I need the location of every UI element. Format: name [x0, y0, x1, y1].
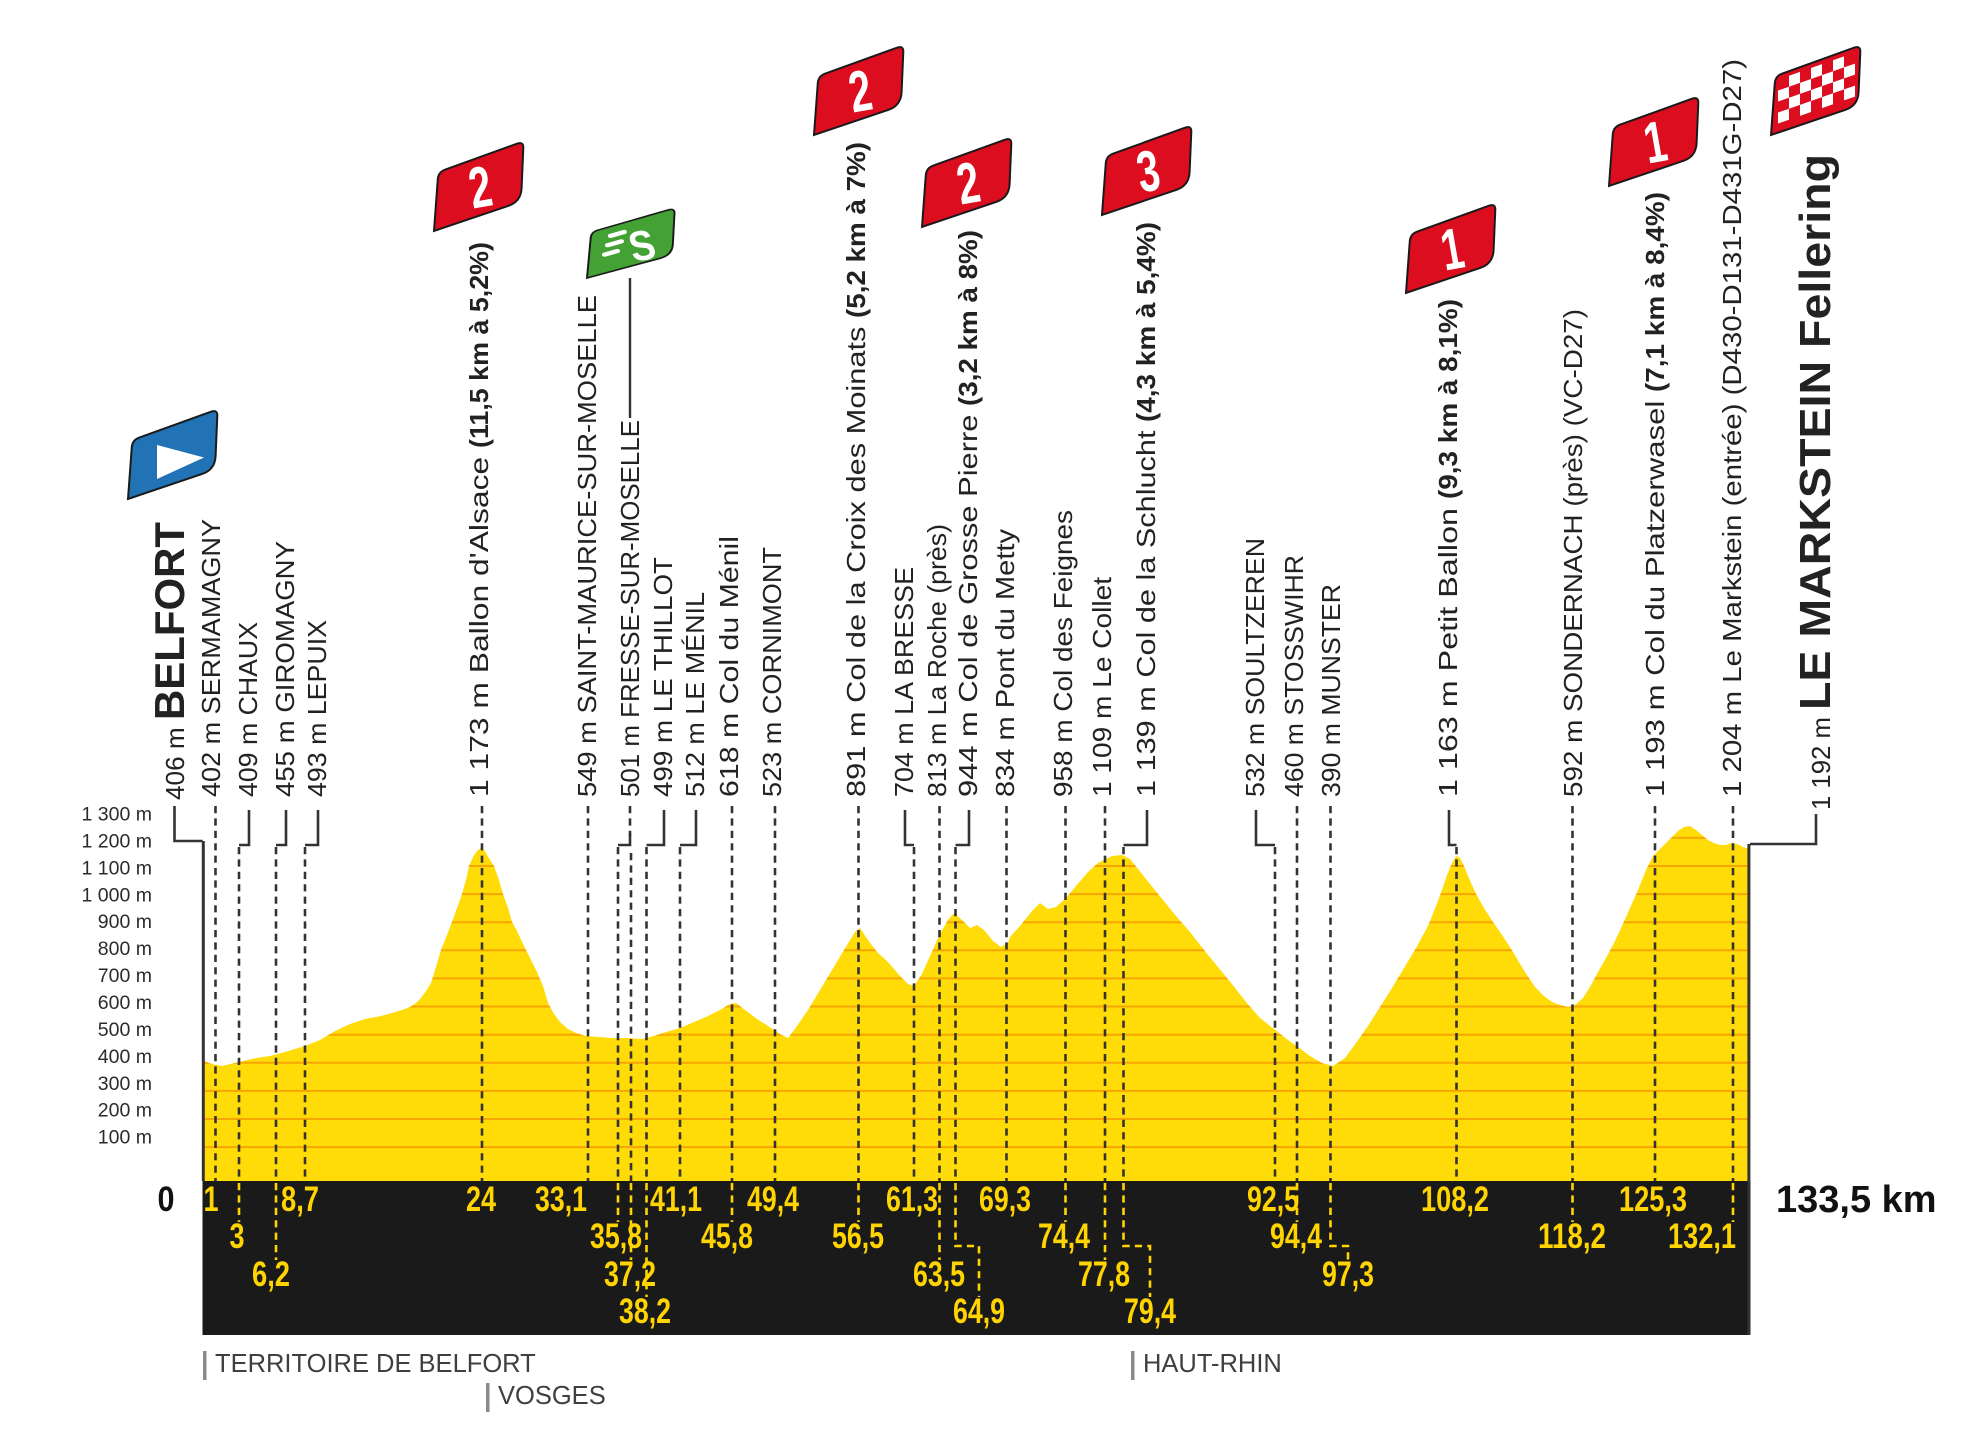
svg-text:600 m: 600 m: [98, 992, 152, 1014]
svg-text:900 m: 900 m: [98, 911, 152, 933]
svg-text:406 m BELFORT: 406 m BELFORT: [146, 522, 193, 800]
svg-text:958 m Col des Feignes: 958 m Col des Feignes: [1048, 510, 1078, 797]
svg-text:VOSGES: VOSGES: [498, 1382, 606, 1410]
svg-text:0: 0: [158, 1180, 175, 1219]
svg-text:549 m SAINT-MAURICE-SUR-MOSELL: 549 m SAINT-MAURICE-SUR-MOSELLE: [572, 295, 602, 797]
svg-text:132,1: 132,1: [1668, 1217, 1736, 1256]
svg-text:61,3: 61,3: [886, 1180, 938, 1219]
svg-text:74,4: 74,4: [1038, 1217, 1090, 1256]
svg-text:6,2: 6,2: [252, 1255, 290, 1294]
svg-text:8,7: 8,7: [281, 1180, 319, 1219]
svg-text:45,8: 45,8: [701, 1217, 753, 1256]
svg-text:1 100 m: 1 100 m: [82, 857, 152, 879]
svg-text:HAUT-RHIN: HAUT-RHIN: [1143, 1350, 1282, 1378]
svg-text:455 m GIROMAGNY: 455 m GIROMAGNY: [270, 541, 300, 797]
svg-text:500 m: 500 m: [98, 1019, 152, 1041]
svg-text:79,4: 79,4: [1124, 1292, 1176, 1331]
svg-text:402 m SERMAMAGNY: 402 m SERMAMAGNY: [196, 519, 226, 797]
svg-text:1: 1: [204, 1180, 219, 1219]
svg-text:1 173 m Ballon d'Alsace (11,5: 1 173 m Ballon d'Alsace (11,5 km à 5,2%): [464, 242, 494, 797]
svg-text:400 m: 400 m: [98, 1046, 152, 1068]
svg-text:1 200 m: 1 200 m: [82, 830, 152, 852]
svg-text:33,1: 33,1: [535, 1180, 587, 1219]
svg-text:1 204 m Le Markstein (entrée): 1 204 m Le Markstein (entrée) (D430-D131…: [1717, 59, 1747, 797]
svg-text:118,2: 118,2: [1538, 1217, 1606, 1256]
svg-text:944 m Col de Grosse Pierre (3,: 944 m Col de Grosse Pierre (3,2 km à 8%): [953, 230, 983, 797]
svg-text:700 m: 700 m: [98, 965, 152, 987]
svg-text:1 109 m Le Collet: 1 109 m Le Collet: [1087, 576, 1117, 797]
svg-text:592 m SONDERNACH (près) (VC-D2: 592 m SONDERNACH (près) (VC-D27): [1558, 309, 1588, 797]
svg-text:1 192 m LE MARKSTEIN Fellering: 1 192 m LE MARKSTEIN Fellering: [1791, 154, 1840, 810]
svg-text:499 m LE THILLOT: 499 m LE THILLOT: [648, 557, 678, 797]
svg-text:512 m LE MÉNIL: 512 m LE MÉNIL: [680, 592, 710, 797]
svg-text:813 m La Roche (près): 813 m La Roche (près): [922, 524, 952, 797]
svg-text:97,3: 97,3: [1322, 1255, 1374, 1294]
svg-text:133,5 km: 133,5 km: [1776, 1179, 1937, 1221]
svg-text:41,1: 41,1: [650, 1180, 702, 1219]
svg-text:125,3: 125,3: [1619, 1180, 1687, 1219]
svg-text:493 m LEPUIX: 493 m LEPUIX: [302, 620, 332, 797]
svg-text:1 139 m Col de la Schlucht (4,: 1 139 m Col de la Schlucht (4,3 km à 5,4…: [1131, 222, 1161, 797]
svg-text:1 300 m: 1 300 m: [82, 804, 152, 826]
svg-text:69,3: 69,3: [979, 1180, 1031, 1219]
svg-text:64,9: 64,9: [953, 1292, 1005, 1331]
svg-text:300 m: 300 m: [98, 1073, 152, 1095]
svg-text:200 m: 200 m: [98, 1100, 152, 1122]
svg-text:409 m CHAUX: 409 m CHAUX: [233, 622, 263, 797]
svg-text:94,4: 94,4: [1270, 1217, 1322, 1256]
svg-text:460 m STOSSWIHR: 460 m STOSSWIHR: [1279, 555, 1309, 797]
svg-text:1 000 m: 1 000 m: [82, 884, 152, 906]
svg-text:24: 24: [466, 1180, 496, 1219]
svg-text:704 m LA BRESSE: 704 m LA BRESSE: [889, 567, 919, 797]
svg-text:35,8: 35,8: [590, 1217, 642, 1256]
svg-text:38,2: 38,2: [619, 1292, 671, 1331]
svg-text:77,8: 77,8: [1078, 1255, 1130, 1294]
svg-text:532 m SOULTZEREN: 532 m SOULTZEREN: [1240, 538, 1270, 797]
svg-text:800 m: 800 m: [98, 938, 152, 960]
svg-text:92,5: 92,5: [1247, 1180, 1299, 1219]
svg-text:618 m Col du Ménil: 618 m Col du Ménil: [714, 536, 744, 797]
svg-text:37,2: 37,2: [604, 1255, 656, 1294]
svg-text:1 193 m Col du Platzerwasel (7: 1 193 m Col du Platzerwasel (7,1 km à 8,…: [1640, 192, 1670, 797]
svg-text:891 m Col de la Croix des Moin: 891 m Col de la Croix des Moinats (5,2 k…: [841, 142, 871, 797]
svg-text:834 m Pont du Metty: 834 m Pont du Metty: [990, 529, 1020, 797]
svg-text:56,5: 56,5: [832, 1217, 884, 1256]
svg-text:390 m MUNSTER: 390 m MUNSTER: [1316, 584, 1346, 797]
svg-text:1 163 m Petit Ballon (9,3 km à: 1 163 m Petit Ballon (9,3 km à 8,1%): [1433, 299, 1463, 797]
svg-text:100 m: 100 m: [98, 1127, 152, 1149]
svg-text:108,2: 108,2: [1421, 1180, 1489, 1219]
svg-text:63,5: 63,5: [913, 1255, 965, 1294]
svg-text:523 m CORNIMONT: 523 m CORNIMONT: [757, 547, 787, 797]
svg-text:TERRITOIRE DE BELFORT: TERRITOIRE DE BELFORT: [215, 1350, 536, 1378]
svg-text:501 m FRESSE-SUR-MOSELLE: 501 m FRESSE-SUR-MOSELLE: [615, 420, 645, 797]
svg-text:49,4: 49,4: [747, 1180, 799, 1219]
svg-text:3: 3: [230, 1217, 245, 1256]
